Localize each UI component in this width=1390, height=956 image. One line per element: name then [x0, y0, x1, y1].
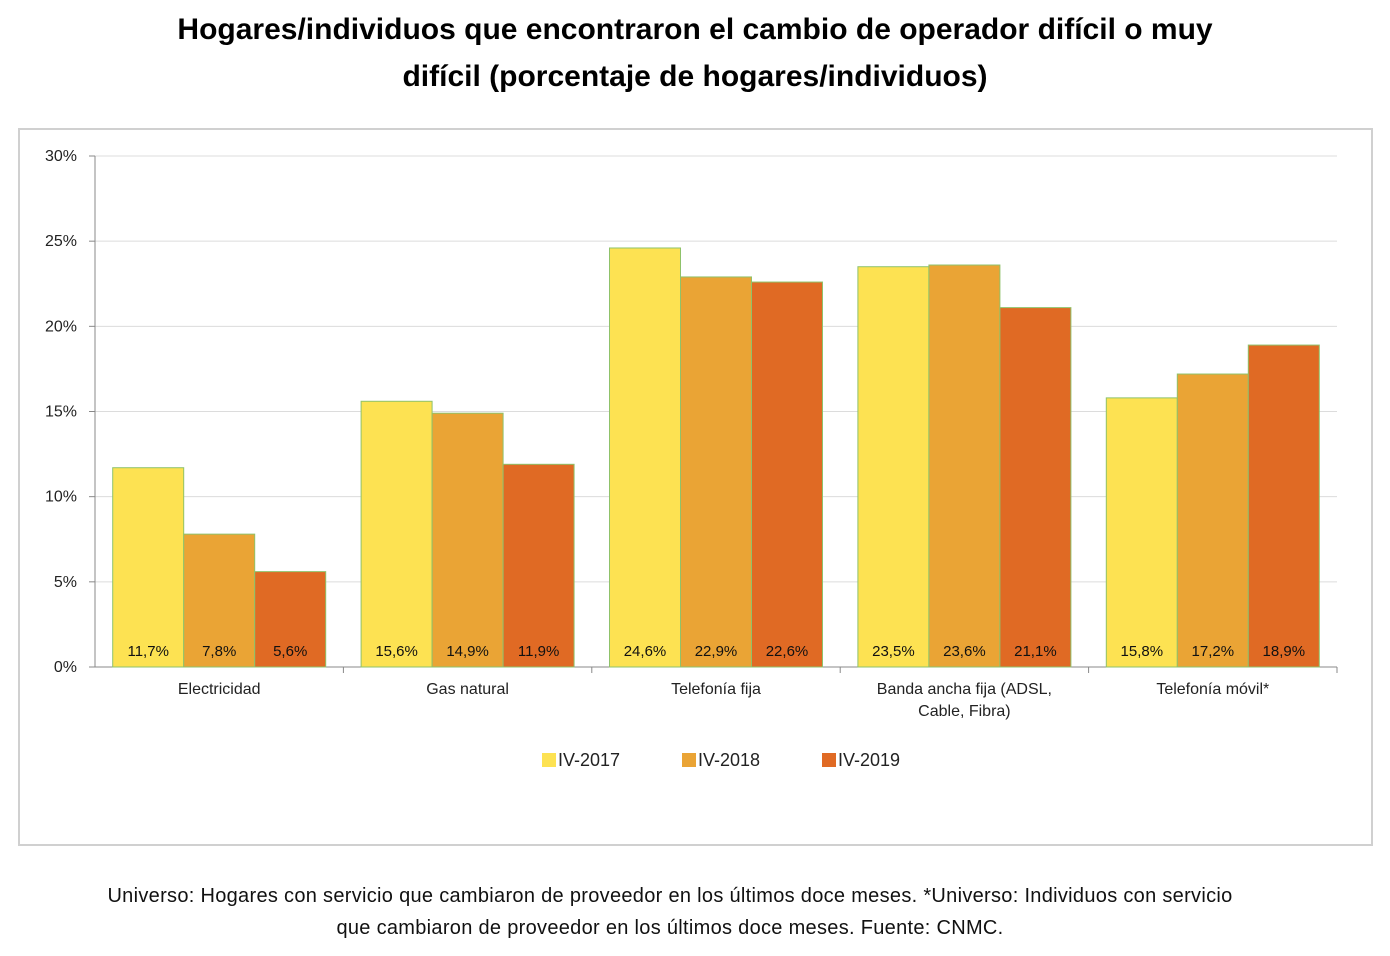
chart-title-line-1: Hogares/individuos que encontraron el ca…: [177, 13, 1213, 46]
category-label: Telefonía móvil*: [1156, 681, 1269, 698]
bar: [431, 412, 504, 668]
footnote-line-1: Universo: Hogares con servicio que cambi…: [107, 885, 1233, 907]
bar: [360, 400, 433, 668]
bar-data-label: 24,6%: [624, 643, 667, 660]
bar-data-label: 11,9%: [518, 643, 559, 660]
bar: [254, 571, 327, 668]
bar-data-label: 15,6%: [375, 643, 418, 660]
legend-swatch: [542, 753, 556, 767]
legend-label: IV-2018: [698, 750, 760, 770]
bar: [609, 247, 681, 668]
y-tick-label: 0%: [54, 659, 77, 676]
bar: [1247, 344, 1320, 668]
y-tick-label: 10%: [45, 489, 77, 506]
bar: [857, 266, 930, 668]
y-tick-label: 25%: [45, 233, 77, 250]
bar-data-label: 22,9%: [695, 643, 738, 660]
bar-data-label: 22,6%: [766, 643, 809, 660]
bar: [1105, 397, 1178, 668]
bar: [112, 467, 185, 668]
y-tick-label: 5%: [54, 574, 77, 591]
category-label: Electricidad: [178, 681, 261, 698]
bar: [183, 533, 256, 668]
bar-data-label: 5,6%: [273, 643, 307, 660]
bar-data-label: 14,9%: [446, 643, 489, 660]
category-label: Gas natural: [426, 681, 509, 698]
category-label: Cable, Fibra): [918, 703, 1010, 720]
bar: [1176, 373, 1249, 668]
bar-chart: 0% 5% 10% 15% 20% 25% 30% 11,7% 7,8% 5,6% Electric…: [45, 148, 1338, 770]
y-tick-label: 15%: [45, 404, 77, 421]
chart-title-line-2: difícil (porcentaje de hogares/individuo…: [402, 60, 988, 93]
legend-swatch: [682, 753, 696, 767]
bar-data-label: 18,9%: [1263, 643, 1306, 660]
y-tick-label: 20%: [45, 318, 77, 335]
bar-data-label: 17,2%: [1192, 643, 1235, 660]
footnote: Universo: Hogares con servicio que cambi…: [0, 880, 1340, 944]
bar-data-label: 7,8%: [202, 643, 236, 660]
bar: [928, 264, 1001, 668]
bar: [999, 307, 1072, 668]
bar: [680, 276, 752, 668]
bar: [502, 463, 575, 668]
category-label: Telefonía fija: [671, 681, 761, 698]
bar-data-label: 11,7%: [127, 643, 168, 660]
legend-label: IV-2017: [558, 750, 620, 770]
legend-swatch: [822, 753, 836, 767]
footnote-line-2: que cambiaron de proveedor en los último…: [336, 917, 1004, 939]
bar-data-label: 21,1%: [1014, 643, 1057, 660]
legend-label: IV-2019: [838, 750, 900, 770]
bar-data-label: 23,5%: [872, 643, 915, 660]
chart-frame: 0% 5% 10% 15% 20% 25% 30% 11,7% 7,8% 5,6% Electric…: [18, 128, 1373, 846]
y-tick-label: 30%: [45, 148, 77, 165]
chart-title: Hogares/individuos que encontraron el ca…: [0, 6, 1390, 100]
bar-data-label: 23,6%: [943, 643, 986, 660]
bar: [751, 281, 823, 668]
bar-data-label: 15,8%: [1121, 643, 1164, 660]
category-label: Banda ancha fija (ADSL,: [877, 681, 1052, 698]
